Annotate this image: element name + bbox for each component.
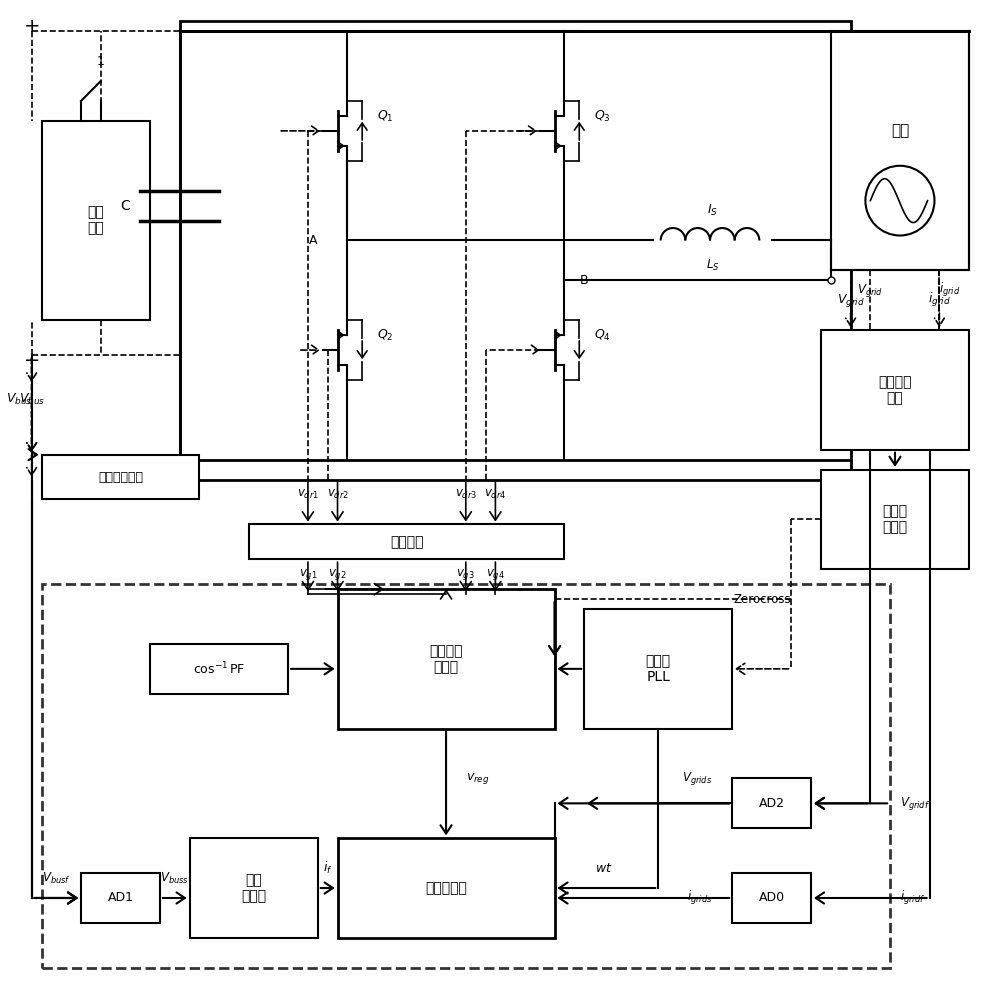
Text: $v_{dr2}$: $v_{dr2}$ xyxy=(327,488,349,501)
Text: 锁相环
PLL: 锁相环 PLL xyxy=(646,653,671,684)
Bar xyxy=(831,31,969,271)
Text: 电流控制器: 电流控制器 xyxy=(425,881,467,895)
Text: C: C xyxy=(121,199,130,213)
Bar xyxy=(821,330,969,450)
Text: $V_{gridf}$: $V_{gridf}$ xyxy=(900,795,930,812)
Text: $i_{grid}$: $i_{grid}$ xyxy=(928,292,951,310)
Bar xyxy=(150,644,288,693)
Bar xyxy=(732,778,811,828)
Bar xyxy=(249,524,564,559)
Bar xyxy=(584,609,732,728)
Bar xyxy=(180,21,851,480)
Text: $v_{dr1}$: $v_{dr1}$ xyxy=(297,488,319,501)
Text: −: − xyxy=(23,351,40,370)
Text: $Q_2$: $Q_2$ xyxy=(377,328,393,343)
Text: $i_{grid}$: $i_{grid}$ xyxy=(939,282,960,300)
Text: $v_{g4}$: $v_{g4}$ xyxy=(486,566,505,581)
Text: 驱动电路: 驱动电路 xyxy=(390,534,423,548)
Text: $L_S$: $L_S$ xyxy=(706,258,719,273)
Text: 电压
控制器: 电压 控制器 xyxy=(241,873,266,903)
Bar xyxy=(81,873,160,923)
Text: 输出调理
电路: 输出调理 电路 xyxy=(878,375,912,405)
Text: Zerocross: Zerocross xyxy=(734,592,791,605)
Text: $Q_1$: $Q_1$ xyxy=(377,109,394,124)
Text: $I_S$: $I_S$ xyxy=(707,203,718,218)
Bar xyxy=(732,873,811,923)
Text: $v_{g3}$: $v_{g3}$ xyxy=(456,566,475,581)
Text: $i_f$: $i_f$ xyxy=(323,860,332,876)
Text: 输入调理电路: 输入调理电路 xyxy=(98,471,143,484)
Text: $V_{grid}$: $V_{grid}$ xyxy=(837,292,864,309)
Text: 过零检
测电路: 过零检 测电路 xyxy=(882,504,908,534)
Text: B: B xyxy=(579,274,588,287)
Text: $V_{buss}$: $V_{buss}$ xyxy=(160,870,189,886)
Text: $Q_3$: $Q_3$ xyxy=(594,109,611,124)
Text: $V_{busf}$: $V_{busf}$ xyxy=(42,870,71,886)
Text: $i_{gridf}$: $i_{gridf}$ xyxy=(900,889,925,907)
Text: $i_{grids}$: $i_{grids}$ xyxy=(687,889,712,907)
Text: $V_{grid}$: $V_{grid}$ xyxy=(857,282,883,299)
Bar xyxy=(42,121,150,321)
Text: +: + xyxy=(23,17,40,36)
Text: $Q_4$: $Q_4$ xyxy=(594,328,611,343)
Text: $V_{bus}$: $V_{bus}$ xyxy=(6,393,32,408)
Text: $v_{reg}$: $v_{reg}$ xyxy=(466,771,489,786)
Text: AD1: AD1 xyxy=(107,891,133,904)
Text: 直流
电源: 直流 电源 xyxy=(87,206,104,236)
Bar xyxy=(42,584,890,968)
Text: $v_{g1}$: $v_{g1}$ xyxy=(299,566,317,581)
Text: $v_{g2}$: $v_{g2}$ xyxy=(328,566,347,581)
Text: 电网: 电网 xyxy=(891,124,909,139)
Text: AD2: AD2 xyxy=(759,797,785,810)
Text: $v_{dr3}$: $v_{dr3}$ xyxy=(455,488,477,501)
Text: 混合调制
发生器: 混合调制 发生器 xyxy=(429,643,463,674)
Text: $V_{grids}$: $V_{grids}$ xyxy=(682,770,712,787)
Bar xyxy=(821,470,969,569)
Text: $v_{dr4}$: $v_{dr4}$ xyxy=(484,488,507,501)
Text: 1: 1 xyxy=(97,55,105,68)
Bar xyxy=(338,589,555,728)
Text: $\cos^{-1}$PF: $\cos^{-1}$PF xyxy=(193,660,245,677)
Bar xyxy=(42,455,199,500)
Text: $V_{bus}$: $V_{bus}$ xyxy=(19,393,45,408)
Text: A: A xyxy=(309,234,318,247)
Bar xyxy=(190,838,318,938)
Text: AD0: AD0 xyxy=(759,891,785,904)
Bar xyxy=(338,838,555,938)
Text: $wt$: $wt$ xyxy=(595,861,613,874)
